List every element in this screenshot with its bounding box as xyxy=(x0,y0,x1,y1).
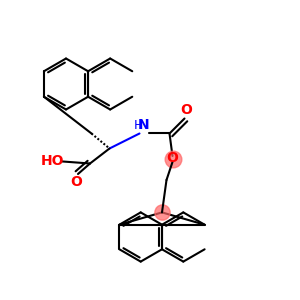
Text: HO: HO xyxy=(41,154,64,168)
Text: O: O xyxy=(167,152,178,165)
Text: N: N xyxy=(138,118,150,132)
Text: O: O xyxy=(180,103,192,117)
Text: H: H xyxy=(133,119,143,132)
Text: O: O xyxy=(70,176,83,190)
